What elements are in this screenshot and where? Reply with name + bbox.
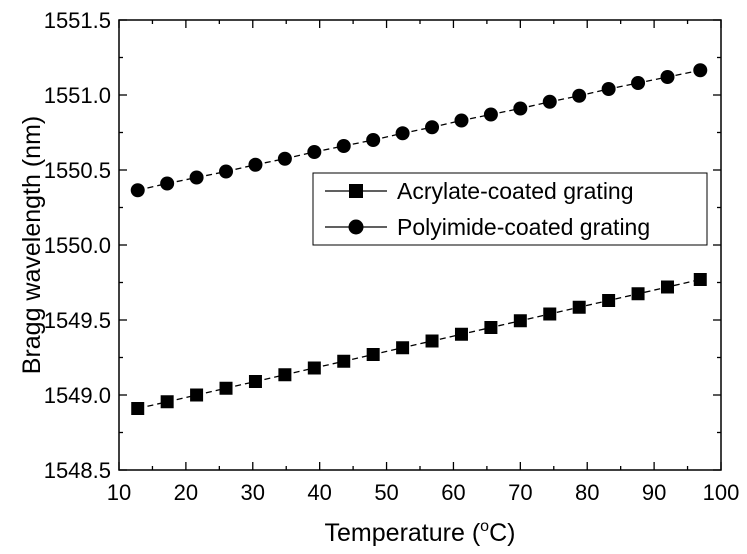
x-tick-label: 80 — [575, 480, 599, 505]
data-point-acrylate — [660, 280, 674, 294]
data-point-acrylate — [602, 294, 616, 307]
series-layer — [130, 63, 708, 415]
data-point-acrylate — [337, 354, 351, 368]
y-tick-label: 1550.0 — [44, 233, 111, 258]
data-point-polyimide — [277, 151, 292, 166]
data-point-polyimide — [483, 107, 498, 122]
data-point-polyimide — [693, 63, 708, 78]
x-tick-label: 40 — [307, 480, 331, 505]
legend: Acrylate-coated grating Polyimide-coated… — [312, 172, 708, 246]
data-point-polyimide — [307, 145, 322, 159]
legend-label-acrylate: Acrylate-coated grating — [397, 178, 634, 204]
x-tick-label: 20 — [174, 480, 198, 505]
data-point-polyimide — [248, 157, 263, 172]
data-point-polyimide — [336, 139, 351, 153]
data-point-acrylate — [631, 287, 645, 301]
legend-marker-polyimide — [348, 219, 364, 235]
data-point-polyimide — [189, 170, 204, 185]
data-point-polyimide — [454, 113, 469, 128]
y-tick-label: 1550.5 — [44, 158, 111, 183]
data-point-acrylate — [366, 348, 380, 361]
data-point-polyimide — [366, 133, 381, 147]
legend-marker-acrylate — [349, 184, 363, 198]
y-tick-label: 1549.0 — [44, 383, 111, 408]
data-point-acrylate — [484, 321, 498, 334]
data-point-acrylate — [131, 402, 145, 415]
data-point-polyimide — [395, 126, 410, 141]
data-point-polyimide — [219, 164, 234, 179]
x-tick-label: 30 — [241, 480, 265, 505]
x-tick-label: 60 — [441, 480, 465, 505]
x-tick-label: 50 — [374, 480, 398, 505]
data-point-acrylate — [160, 395, 174, 409]
data-point-acrylate — [278, 368, 292, 382]
x-tick-label: 90 — [642, 480, 666, 505]
legend-box — [312, 172, 708, 246]
tick-labels: 10 20 30 40 50 60 70 80 90 100 1548.5 1549.0 1549.5 1… — [44, 8, 740, 505]
y-tick-label: 1548.5 — [44, 458, 111, 483]
data-point-acrylate — [454, 327, 468, 341]
data-point-polyimide — [425, 120, 440, 135]
data-point-polyimide — [160, 176, 175, 191]
data-point-acrylate — [396, 341, 410, 355]
data-point-acrylate — [513, 314, 527, 328]
data-point-polyimide — [542, 94, 557, 109]
data-point-acrylate — [572, 300, 586, 314]
legend-label-polyimide: Polyimide-coated grating — [397, 214, 650, 240]
data-point-acrylate — [693, 273, 707, 286]
data-point-acrylate — [248, 375, 262, 388]
y-axis-label: Bragg wavelength (nm) — [18, 116, 46, 374]
y-tick-label: 1549.5 — [44, 308, 111, 333]
data-point-polyimide — [601, 82, 616, 96]
data-point-polyimide — [631, 76, 646, 90]
y-tick-label: 1551.5 — [44, 8, 111, 33]
x-tick-label: 10 — [107, 480, 131, 505]
data-point-acrylate — [425, 334, 439, 348]
data-point-polyimide — [513, 101, 528, 116]
data-point-polyimide — [660, 70, 675, 84]
data-point-polyimide — [572, 88, 587, 103]
x-tick-label: 70 — [508, 480, 532, 505]
data-point-acrylate — [307, 361, 321, 375]
data-point-acrylate — [219, 381, 233, 395]
x-axis-label-end: C) — [489, 519, 515, 547]
data-point-polyimide — [130, 183, 145, 198]
x-tick-label: 100 — [703, 480, 740, 505]
x-axis-label: Temperature (oC) — [325, 518, 516, 547]
y-tick-label: 1551.0 — [44, 83, 111, 108]
data-point-acrylate — [543, 307, 557, 321]
x-axis-label-superscript: o — [480, 518, 489, 535]
ticks — [118, 19, 722, 471]
data-point-acrylate — [190, 388, 204, 402]
